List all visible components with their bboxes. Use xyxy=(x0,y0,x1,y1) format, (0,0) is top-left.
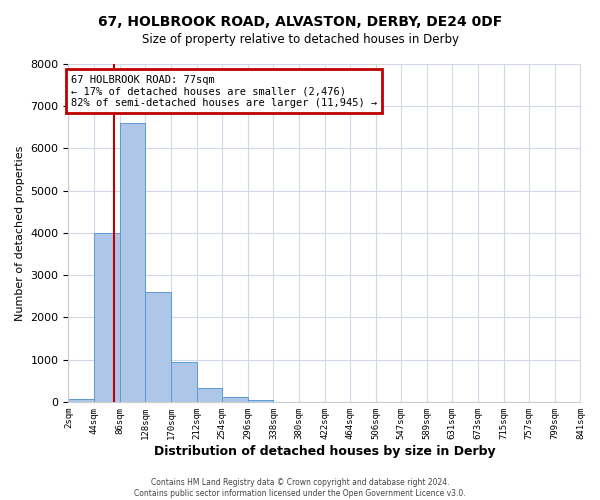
X-axis label: Distribution of detached houses by size in Derby: Distribution of detached houses by size … xyxy=(154,444,495,458)
Bar xyxy=(197,388,222,402)
Bar xyxy=(222,397,248,402)
Bar xyxy=(171,362,197,402)
Y-axis label: Number of detached properties: Number of detached properties xyxy=(15,145,25,320)
Text: Size of property relative to detached houses in Derby: Size of property relative to detached ho… xyxy=(142,32,458,46)
Bar xyxy=(248,400,274,402)
Text: Contains HM Land Registry data © Crown copyright and database right 2024.
Contai: Contains HM Land Registry data © Crown c… xyxy=(134,478,466,498)
Bar xyxy=(94,233,119,402)
Text: 67 HOLBROOK ROAD: 77sqm
← 17% of detached houses are smaller (2,476)
82% of semi: 67 HOLBROOK ROAD: 77sqm ← 17% of detache… xyxy=(71,74,377,108)
Bar xyxy=(145,292,171,402)
Text: 67, HOLBROOK ROAD, ALVASTON, DERBY, DE24 0DF: 67, HOLBROOK ROAD, ALVASTON, DERBY, DE24… xyxy=(98,15,502,29)
Bar xyxy=(68,400,94,402)
Bar xyxy=(119,123,145,402)
